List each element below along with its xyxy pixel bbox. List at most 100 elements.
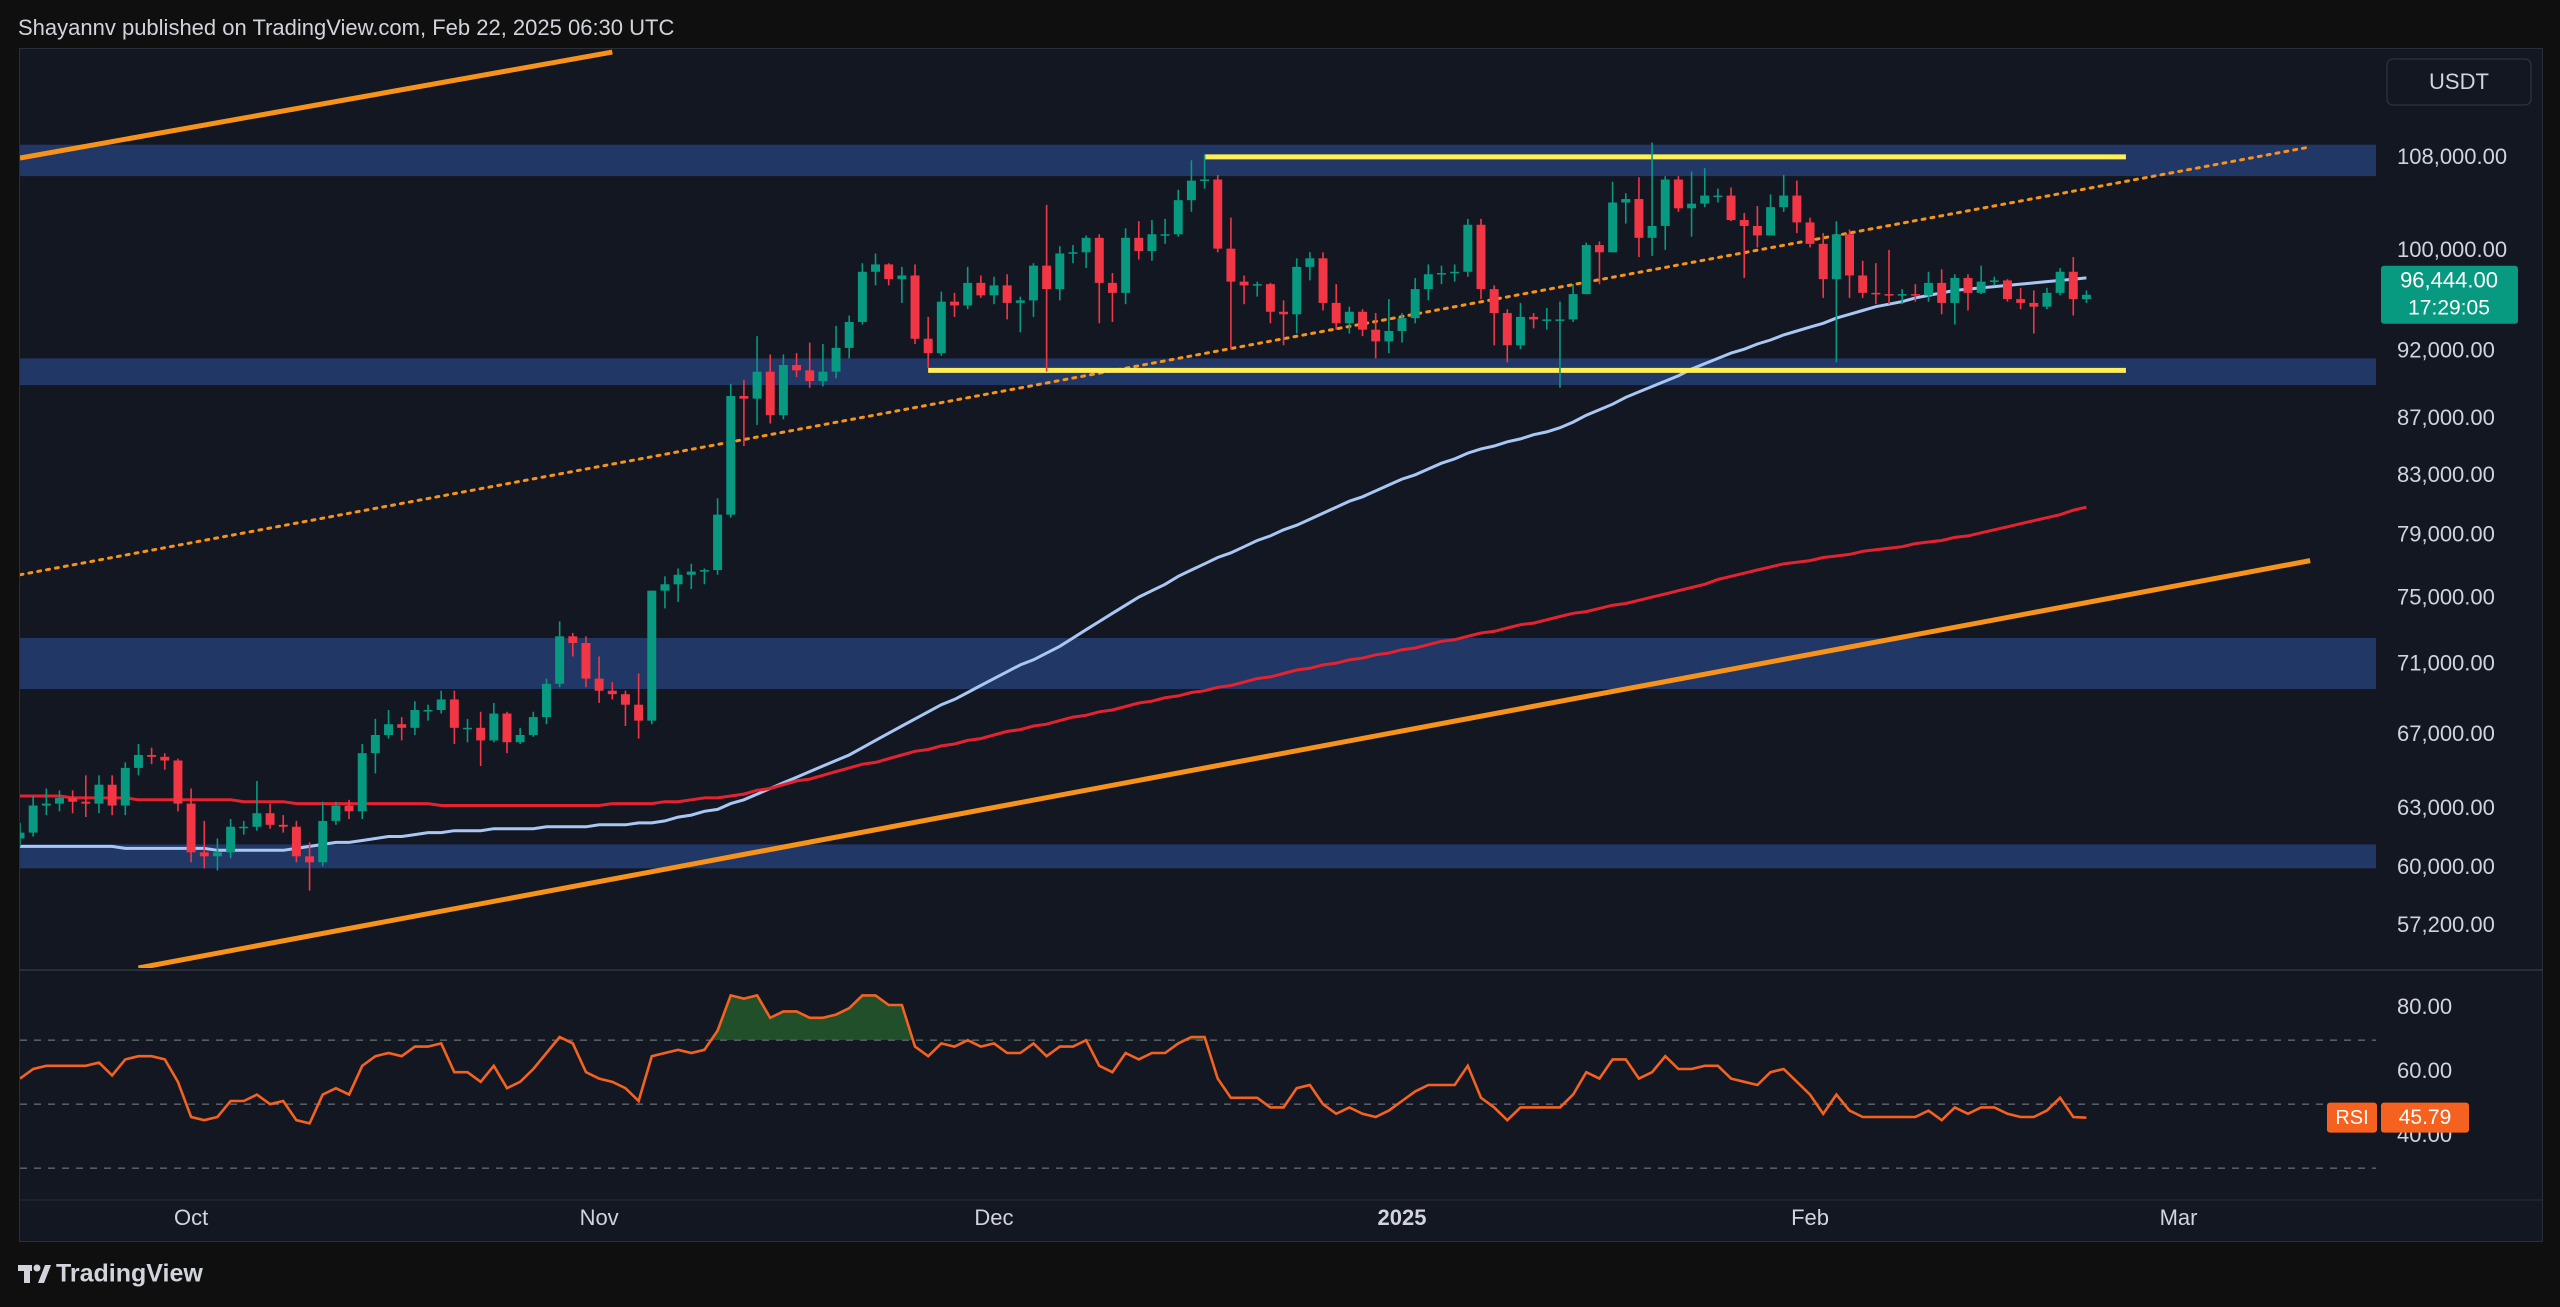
candle-body xyxy=(384,724,394,735)
candle-body xyxy=(1200,179,1210,182)
candle-body xyxy=(489,713,499,741)
candle-body xyxy=(226,826,236,853)
currency-button[interactable]: USDT xyxy=(2386,58,2532,106)
price-zone xyxy=(20,844,2376,869)
candle-body xyxy=(1897,294,1907,296)
rsi-tick-label: 80.00 xyxy=(2397,994,2452,1019)
time-tick-label: Nov xyxy=(580,1205,619,1230)
last-price-box xyxy=(2381,265,2518,324)
rsi-value-label: 45.79 xyxy=(2399,1106,2452,1129)
candle-body xyxy=(305,856,315,863)
candle-body xyxy=(1779,195,1789,208)
candle-body xyxy=(1713,195,1723,198)
candle-body xyxy=(1687,203,1697,209)
candle-body xyxy=(857,271,867,322)
candle-body xyxy=(1660,179,1670,226)
candle-body xyxy=(1529,316,1539,320)
rsi-name-box xyxy=(2327,1102,2377,1133)
candle-body xyxy=(607,690,617,695)
candle-body xyxy=(449,699,459,728)
candle-body xyxy=(1608,202,1618,253)
price-tick-label: 60,000.00 xyxy=(2397,854,2495,879)
candle-body xyxy=(963,282,973,306)
candle-body xyxy=(699,570,709,572)
candle-body xyxy=(370,734,380,754)
candle-body xyxy=(2055,271,2065,293)
candle-body xyxy=(555,636,565,684)
candle-body xyxy=(2016,299,2026,303)
candle-body xyxy=(1726,195,1736,221)
candle-body xyxy=(397,724,407,728)
currency-label[interactable]: USDT xyxy=(2429,69,2489,94)
price-zone xyxy=(20,637,2376,689)
candle-body xyxy=(1463,224,1473,272)
time-tick-label: Feb xyxy=(1791,1205,1829,1230)
candle-body xyxy=(1910,294,1920,296)
candle-body xyxy=(1410,289,1420,319)
candle-body xyxy=(1634,199,1644,238)
logo-stem xyxy=(24,1265,30,1283)
candle-body xyxy=(1042,265,1052,290)
candle-body xyxy=(463,727,472,730)
candle-body xyxy=(107,784,117,806)
candle-body xyxy=(1963,277,1973,293)
candle-body xyxy=(1515,316,1525,346)
price-tick-label: 57,200.00 xyxy=(2397,912,2495,937)
candle-body xyxy=(1147,234,1157,252)
candle-body xyxy=(1015,300,1025,303)
candle-body xyxy=(1989,280,1999,282)
candle-body xyxy=(542,683,551,718)
candle-body xyxy=(647,590,657,721)
candle-body xyxy=(344,805,354,812)
time-tick-label: Dec xyxy=(974,1205,1013,1230)
candle-body xyxy=(989,285,999,296)
candle-body xyxy=(581,642,591,679)
candle-body xyxy=(1239,281,1249,286)
price-tick-label: 87,000.00 xyxy=(2397,405,2495,430)
candle-body xyxy=(1831,234,1841,280)
candle-body xyxy=(1937,282,1947,303)
brand-name: TradingView xyxy=(56,1260,203,1288)
candle-body xyxy=(199,852,209,857)
candle-body xyxy=(634,704,644,721)
candle-body xyxy=(1673,179,1683,209)
candle-body xyxy=(2068,271,2078,300)
candle-body xyxy=(1081,237,1091,253)
candle-body xyxy=(318,820,328,863)
candle-body xyxy=(1134,237,1144,252)
candle-body xyxy=(1805,222,1815,244)
candle-body xyxy=(1502,313,1512,346)
candle-body xyxy=(831,347,841,372)
candle-body xyxy=(897,275,907,280)
currency-button-box[interactable] xyxy=(2386,58,2532,106)
candle-body xyxy=(1213,179,1223,249)
candle-body xyxy=(1924,282,1933,296)
axes: 108,000.00 100,000.00 92,000.00 87,000.00 83… xyxy=(174,144,2518,1230)
candle-body xyxy=(1279,311,1289,315)
candle-body xyxy=(1647,225,1657,238)
candle-body xyxy=(331,805,341,821)
candle-body xyxy=(1437,273,1446,275)
candle-body xyxy=(1542,319,1552,321)
candle-body xyxy=(94,784,104,804)
trendline xyxy=(20,145,2312,577)
candle-body xyxy=(436,699,446,711)
price-tick-label: 67,000.00 xyxy=(2397,721,2495,746)
candle-body xyxy=(357,753,367,812)
price-tick-label: 63,000.00 xyxy=(2397,795,2495,820)
candle-body xyxy=(410,710,420,728)
candle-body xyxy=(1094,237,1104,283)
candle-body xyxy=(1305,258,1315,267)
candle-body xyxy=(752,371,762,399)
price-tick-label: 92,000.00 xyxy=(2397,338,2495,363)
candle-body xyxy=(1344,311,1354,324)
candle-body xyxy=(423,710,433,712)
trendline xyxy=(137,558,2311,968)
price-pane xyxy=(20,49,2376,968)
candle-body xyxy=(1226,248,1236,282)
candle-body xyxy=(1739,220,1749,226)
candle-body xyxy=(739,395,749,399)
candle-body xyxy=(568,636,578,643)
candle-body xyxy=(1871,292,1881,295)
